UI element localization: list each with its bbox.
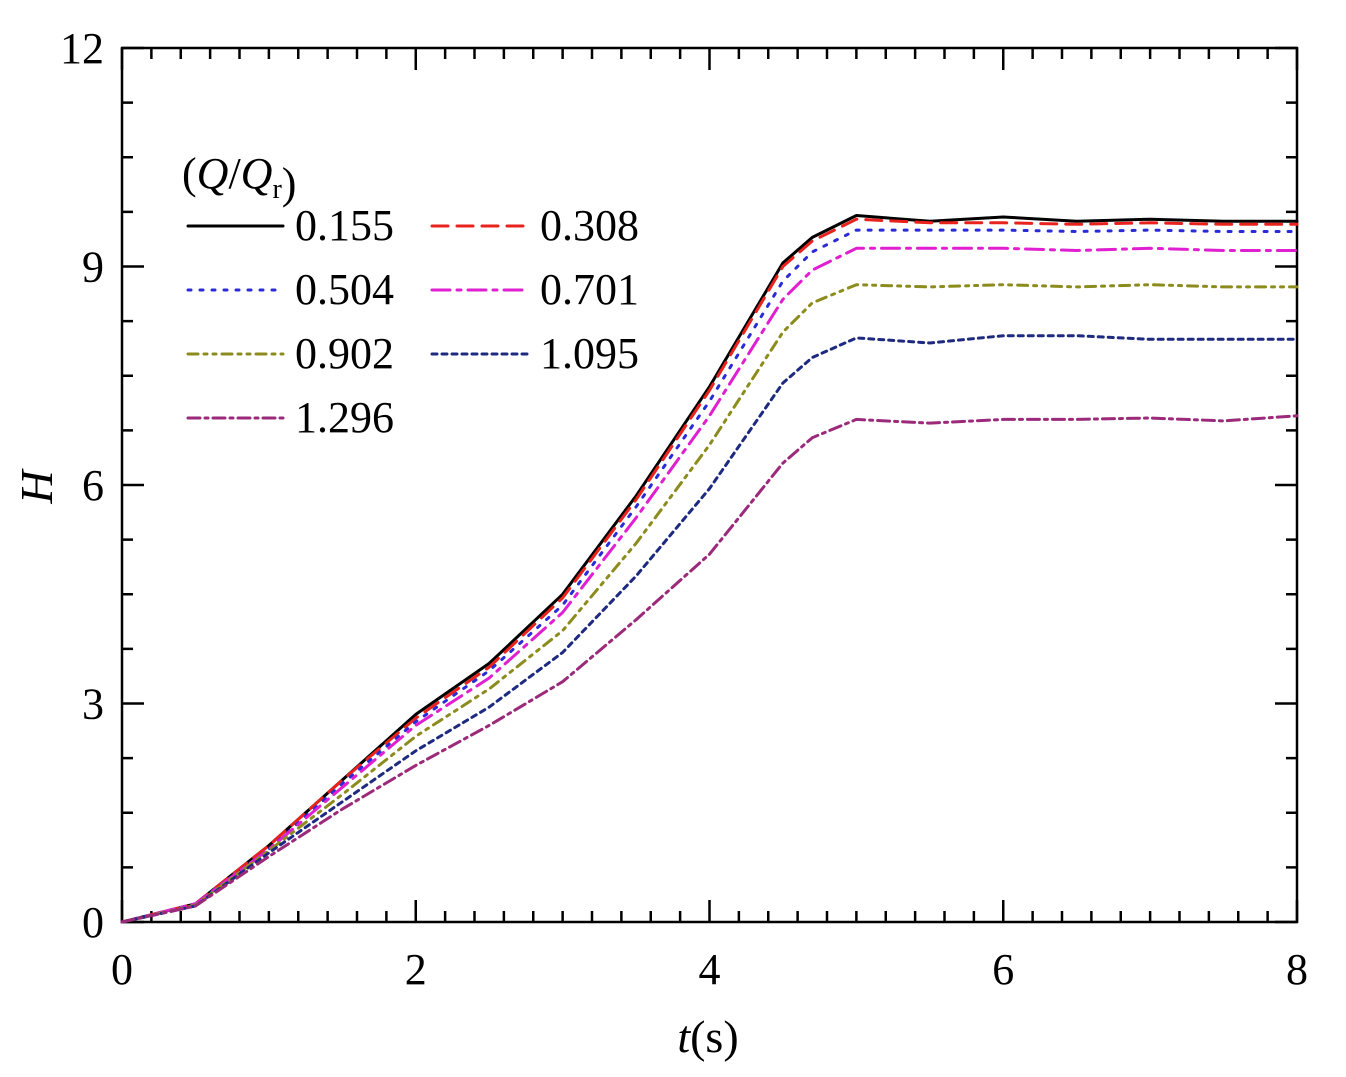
legend-title-part: ): [282, 159, 297, 208]
legend-title-part: r: [272, 174, 282, 205]
series-group: [120, 214, 1299, 924]
legend-label-0.308: 0.308: [540, 201, 639, 250]
legend-label-0.701: 0.701: [540, 265, 639, 314]
series-line-0.701: [120, 246, 1299, 924]
legend-label-0.155: 0.155: [295, 201, 394, 250]
x-tick-label: 0: [111, 945, 133, 994]
legend-title-part: (: [182, 149, 197, 198]
x-tick-label: 6: [992, 945, 1014, 994]
axes: 0 2 4 6 8 0 3 6 9 12: [60, 24, 1308, 994]
legend-title: (Q/Qr): [182, 149, 296, 208]
series-line-1.095: [120, 334, 1299, 924]
series-line-0.155: [120, 214, 1299, 924]
y-tick-label: 9: [82, 243, 104, 292]
x-axis-unit: (s): [690, 1011, 739, 1062]
series-line-0.308: [120, 217, 1299, 924]
x-tick-label: 2: [405, 945, 427, 994]
y-tick-label: 3: [82, 680, 104, 729]
series-line-0.902: [120, 283, 1299, 924]
series-line-1.296: [120, 414, 1299, 924]
legend-label-0.504: 0.504: [295, 265, 394, 314]
x-axis-label: t(s): [677, 1011, 738, 1062]
legend-label-0.902: 0.902: [295, 329, 394, 378]
legend-title-part: Q: [241, 149, 273, 198]
y-tick-label: 0: [82, 898, 104, 947]
legend-title-part: /: [228, 149, 241, 198]
y-tick-label: 12: [60, 24, 104, 73]
y-axis-label: H: [11, 468, 62, 505]
legend-label-1.095: 1.095: [540, 329, 639, 378]
plot-frame: [120, 46, 1299, 924]
x-tick-label: 4: [699, 945, 721, 994]
legend-label-1.296: 1.296: [295, 393, 394, 442]
y-tick-label: 6: [82, 461, 104, 510]
x-axis-var: t: [677, 1011, 691, 1062]
legend-title-part: Q: [197, 149, 229, 198]
x-tick-label: 8: [1286, 945, 1308, 994]
